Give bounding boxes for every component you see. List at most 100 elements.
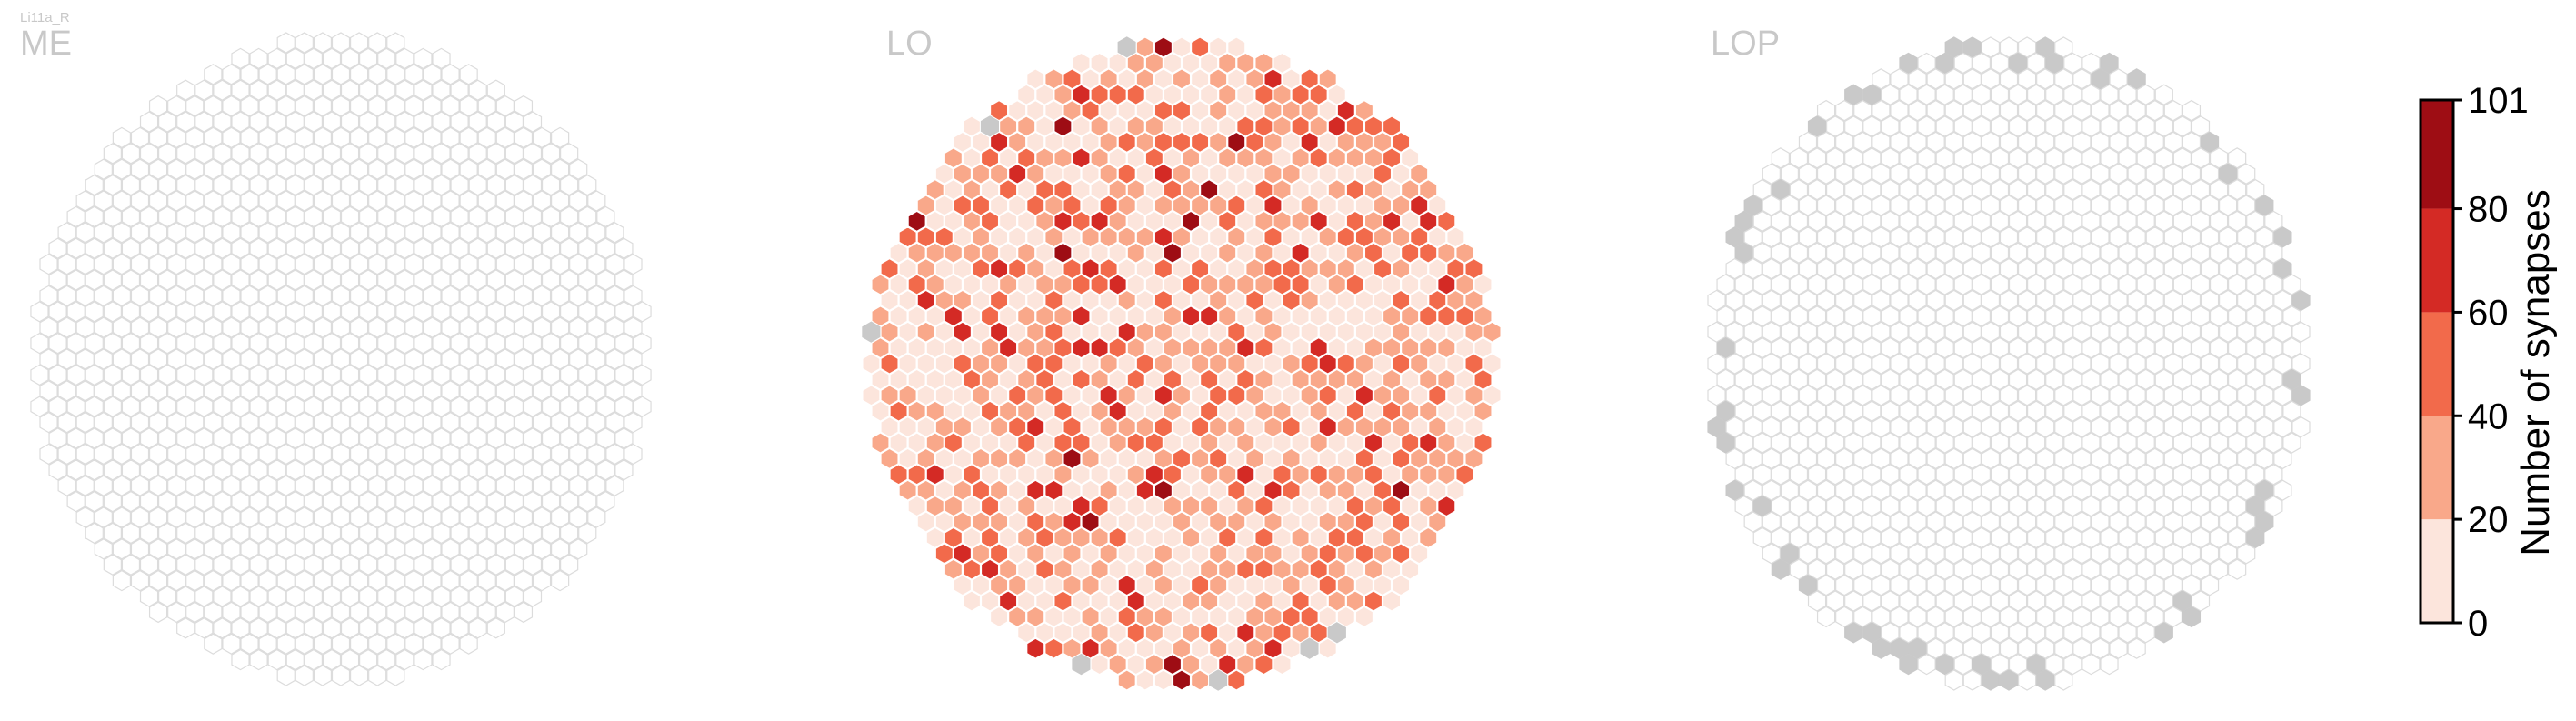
hex-column [907, 305, 926, 327]
hex-column [495, 601, 514, 624]
hex-column [231, 648, 250, 671]
hex-column [1008, 257, 1027, 280]
hex-column [1780, 257, 1800, 280]
hex-column [1245, 195, 1264, 216]
hex-column [1354, 321, 1374, 343]
hex-column [1026, 385, 1045, 406]
hex-column [953, 195, 973, 216]
hex-column [267, 459, 286, 481]
hex-column [459, 380, 478, 402]
hex-column [1962, 68, 1982, 90]
hex-column [468, 174, 487, 196]
hex-column [441, 601, 460, 624]
hex-column [414, 143, 433, 165]
hex-column [185, 285, 205, 307]
hex-column [459, 316, 478, 338]
hex-column [889, 400, 908, 422]
hex-column [971, 257, 991, 280]
hex-column [349, 64, 369, 85]
hex-column [130, 253, 150, 275]
hex-column [953, 289, 973, 312]
hex-column [1816, 257, 1836, 280]
hex-column [624, 411, 643, 434]
hex-column [459, 64, 478, 85]
hex-column [1944, 226, 1963, 248]
hex-column [240, 411, 259, 434]
hex-column [2027, 84, 2046, 105]
hex-column [1135, 68, 1154, 90]
hex-column [1144, 242, 1163, 264]
hex-column [313, 158, 333, 180]
hex-column [267, 301, 286, 323]
hex-column [1899, 52, 1918, 75]
hex-column [368, 380, 387, 402]
hex-column [94, 253, 113, 275]
hex-column [222, 475, 241, 496]
hex-column [121, 174, 141, 196]
hex-column [2136, 336, 2155, 359]
hex-column [459, 126, 478, 149]
hex-column [359, 427, 378, 449]
hex-column [2145, 131, 2164, 154]
hex-column [1300, 416, 1319, 438]
hex-column [477, 316, 496, 338]
hex-column [75, 285, 95, 307]
hex-column [295, 190, 314, 212]
hex-column [1354, 131, 1374, 154]
hex-column [2072, 131, 2092, 154]
hex-column [85, 237, 104, 259]
hex-column [2063, 336, 2082, 359]
hex-column [57, 253, 76, 275]
hex-column [1743, 353, 1762, 375]
hex-column [1962, 321, 1982, 343]
hex-column [148, 443, 168, 466]
hex-column [1816, 163, 1836, 185]
hex-column [1163, 558, 1183, 580]
hex-column [450, 205, 469, 228]
hex-column [231, 143, 250, 165]
hex-column [2273, 321, 2292, 343]
hex-column [368, 95, 387, 117]
hex-column [213, 269, 232, 291]
hex-column [459, 506, 478, 528]
hex-column [1063, 68, 1082, 90]
colorbar-bin-3 [2421, 208, 2453, 313]
hex-column [569, 285, 588, 307]
hex-column [240, 126, 259, 149]
hex-column [1336, 289, 1355, 312]
hex-column [395, 427, 414, 449]
hex-column [1962, 289, 1982, 312]
hex-column [1300, 226, 1319, 248]
hex-column [148, 569, 168, 592]
hex-column [1227, 511, 1246, 533]
hex-column [971, 289, 991, 312]
hex-column [1099, 543, 1118, 565]
hex-column [1410, 511, 1429, 533]
hex-column [1862, 84, 1882, 105]
hex-column [1428, 479, 1447, 501]
hex-column [258, 443, 277, 466]
hex-column [1762, 385, 1781, 406]
hex-column [925, 400, 944, 422]
hex-column [1126, 464, 1145, 486]
hex-column [1345, 242, 1365, 264]
hex-column [1798, 321, 1818, 343]
hex-column [359, 47, 378, 70]
hex-column [1419, 305, 1438, 327]
hex-column [2045, 242, 2064, 264]
hex-column [285, 111, 305, 133]
hex-column [276, 411, 295, 434]
hex-column [1200, 526, 1219, 549]
hex-column [368, 253, 387, 275]
hex-column [1428, 257, 1447, 280]
hex-column [349, 126, 369, 149]
hex-column [2054, 195, 2073, 216]
hex-column [359, 490, 378, 513]
hex-column [2145, 257, 2164, 280]
hex-column [1008, 226, 1027, 248]
hex-column [2228, 242, 2247, 264]
hex-column [1972, 242, 1991, 264]
hex-column [1017, 242, 1036, 264]
hex-column [1126, 526, 1145, 549]
hex-column [871, 368, 890, 391]
